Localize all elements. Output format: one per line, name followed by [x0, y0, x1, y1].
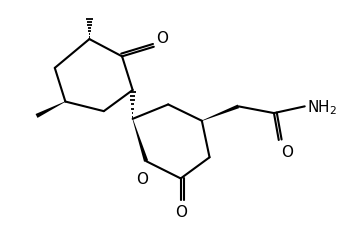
Polygon shape — [202, 105, 239, 122]
Text: O: O — [136, 171, 148, 186]
Text: O: O — [156, 31, 168, 46]
Polygon shape — [36, 102, 66, 118]
Text: O: O — [175, 204, 187, 219]
Text: O: O — [281, 144, 293, 159]
Text: NH$_2$: NH$_2$ — [307, 97, 337, 116]
Polygon shape — [132, 119, 148, 162]
